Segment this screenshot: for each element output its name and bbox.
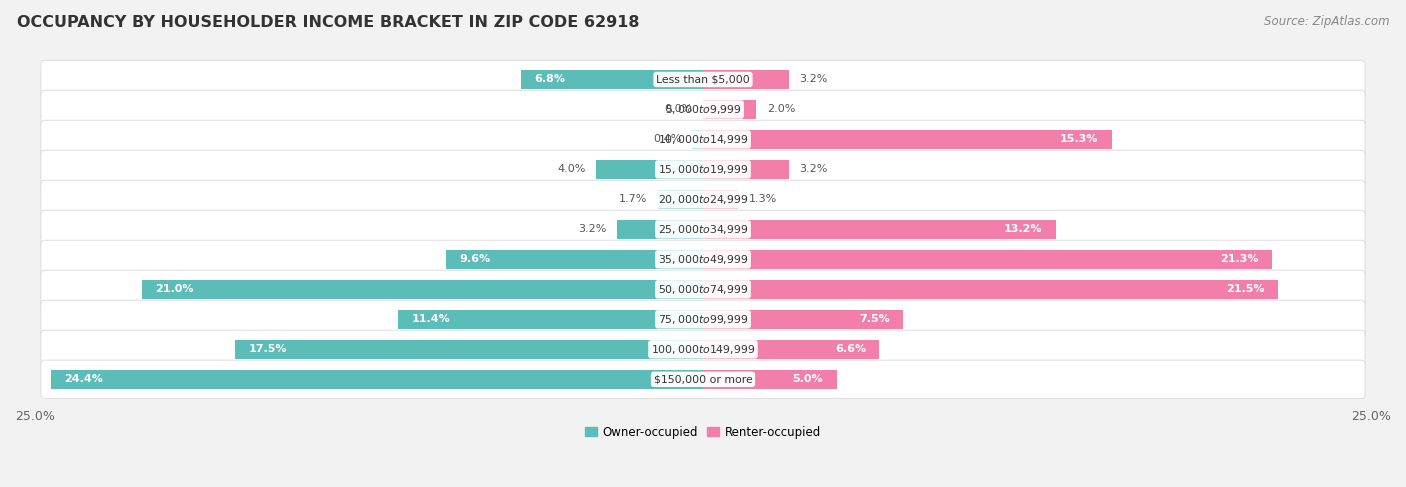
Bar bbox=[398, 310, 703, 329]
Text: 7.5%: 7.5% bbox=[859, 314, 890, 324]
Text: 11.4%: 11.4% bbox=[412, 314, 450, 324]
Text: 0.4%: 0.4% bbox=[654, 134, 682, 145]
FancyBboxPatch shape bbox=[41, 90, 1365, 129]
Text: OCCUPANCY BY HOUSEHOLDER INCOME BRACKET IN ZIP CODE 62918: OCCUPANCY BY HOUSEHOLDER INCOME BRACKET … bbox=[17, 15, 640, 30]
Text: 21.3%: 21.3% bbox=[1220, 254, 1258, 264]
Text: 21.0%: 21.0% bbox=[155, 284, 194, 294]
Text: $50,000 to $74,999: $50,000 to $74,999 bbox=[658, 283, 748, 296]
FancyBboxPatch shape bbox=[41, 300, 1365, 338]
Text: 24.4%: 24.4% bbox=[65, 375, 103, 384]
Bar bbox=[703, 340, 879, 358]
Bar bbox=[51, 370, 703, 389]
FancyBboxPatch shape bbox=[41, 210, 1365, 248]
Bar bbox=[142, 280, 703, 299]
Text: 3.2%: 3.2% bbox=[578, 225, 607, 234]
Bar bbox=[703, 280, 1278, 299]
Text: $5,000 to $9,999: $5,000 to $9,999 bbox=[665, 103, 741, 116]
Text: 2.0%: 2.0% bbox=[768, 104, 796, 114]
Text: 15.3%: 15.3% bbox=[1060, 134, 1098, 145]
Bar bbox=[447, 250, 703, 269]
Text: 3.2%: 3.2% bbox=[799, 75, 828, 84]
Bar bbox=[617, 220, 703, 239]
Text: 3.2%: 3.2% bbox=[799, 165, 828, 174]
Bar bbox=[703, 130, 1112, 149]
FancyBboxPatch shape bbox=[41, 60, 1365, 99]
Text: $100,000 to $149,999: $100,000 to $149,999 bbox=[651, 343, 755, 356]
FancyBboxPatch shape bbox=[41, 240, 1365, 279]
Text: Less than $5,000: Less than $5,000 bbox=[657, 75, 749, 84]
Bar bbox=[235, 340, 703, 358]
Text: $20,000 to $24,999: $20,000 to $24,999 bbox=[658, 193, 748, 206]
Bar bbox=[703, 70, 789, 89]
Text: $150,000 or more: $150,000 or more bbox=[654, 375, 752, 384]
Bar bbox=[703, 160, 789, 179]
Bar bbox=[703, 370, 837, 389]
FancyBboxPatch shape bbox=[41, 360, 1365, 398]
Bar bbox=[703, 190, 738, 209]
Bar bbox=[522, 70, 703, 89]
Text: 9.6%: 9.6% bbox=[460, 254, 491, 264]
FancyBboxPatch shape bbox=[41, 180, 1365, 219]
FancyBboxPatch shape bbox=[41, 270, 1365, 309]
Text: $25,000 to $34,999: $25,000 to $34,999 bbox=[658, 223, 748, 236]
Text: 21.5%: 21.5% bbox=[1226, 284, 1264, 294]
Text: $75,000 to $99,999: $75,000 to $99,999 bbox=[658, 313, 748, 326]
Text: $10,000 to $14,999: $10,000 to $14,999 bbox=[658, 133, 748, 146]
Text: 4.0%: 4.0% bbox=[557, 165, 585, 174]
Bar bbox=[692, 130, 703, 149]
Text: $15,000 to $19,999: $15,000 to $19,999 bbox=[658, 163, 748, 176]
Text: 5.0%: 5.0% bbox=[793, 375, 824, 384]
Text: 0.0%: 0.0% bbox=[664, 104, 692, 114]
Legend: Owner-occupied, Renter-occupied: Owner-occupied, Renter-occupied bbox=[579, 420, 827, 445]
Bar bbox=[703, 310, 904, 329]
Bar bbox=[703, 220, 1056, 239]
Text: 6.8%: 6.8% bbox=[534, 75, 565, 84]
Text: 6.6%: 6.6% bbox=[835, 344, 866, 355]
Text: $35,000 to $49,999: $35,000 to $49,999 bbox=[658, 253, 748, 266]
Text: Source: ZipAtlas.com: Source: ZipAtlas.com bbox=[1264, 15, 1389, 28]
Bar bbox=[703, 250, 1272, 269]
Text: 1.7%: 1.7% bbox=[619, 194, 647, 205]
Text: 1.3%: 1.3% bbox=[748, 194, 776, 205]
Text: 17.5%: 17.5% bbox=[249, 344, 287, 355]
FancyBboxPatch shape bbox=[41, 150, 1365, 188]
Text: 13.2%: 13.2% bbox=[1004, 225, 1042, 234]
Bar bbox=[596, 160, 703, 179]
FancyBboxPatch shape bbox=[41, 120, 1365, 159]
Bar bbox=[703, 100, 756, 119]
FancyBboxPatch shape bbox=[41, 330, 1365, 369]
Bar bbox=[658, 190, 703, 209]
